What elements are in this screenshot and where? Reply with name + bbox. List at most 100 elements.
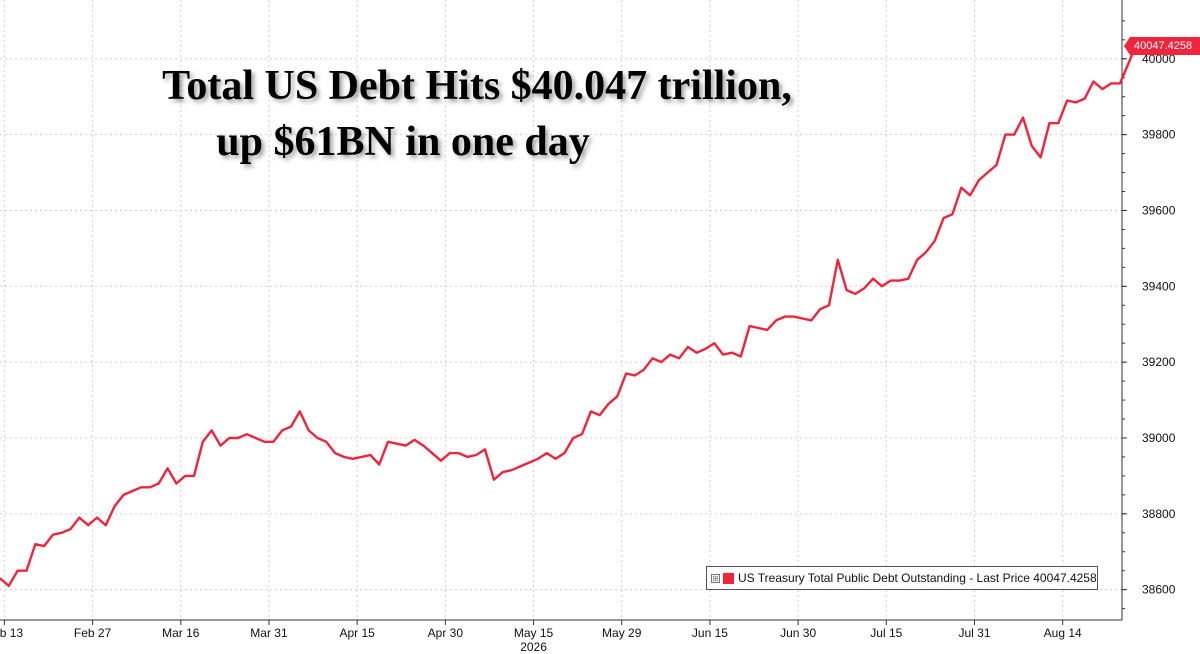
data-point	[660, 361, 663, 363]
data-point	[87, 524, 89, 526]
data-point	[907, 278, 909, 280]
data-point	[334, 452, 336, 454]
data-point	[158, 482, 160, 485]
data-point	[184, 475, 186, 477]
data-point	[572, 437, 574, 439]
data-point	[916, 259, 918, 261]
data-point	[854, 293, 857, 295]
y-tick-label: 38800	[1142, 507, 1176, 521]
data-point	[872, 278, 874, 280]
data-point	[625, 372, 627, 375]
data-point	[114, 505, 116, 507]
x-tick-label: May 29	[602, 626, 642, 640]
data-point	[422, 445, 424, 447]
data-point	[52, 534, 54, 536]
data-point	[308, 429, 310, 431]
data-point	[555, 458, 557, 460]
data-point	[881, 285, 883, 287]
data-point	[290, 426, 292, 428]
data-point	[458, 452, 460, 454]
data-point	[466, 456, 468, 458]
data-point	[846, 289, 848, 291]
data-point	[1128, 62, 1130, 64]
data-point	[299, 410, 301, 412]
data-point	[819, 308, 821, 310]
data-point	[228, 437, 230, 439]
data-point	[1075, 101, 1077, 103]
data-point	[405, 445, 407, 447]
data-point	[810, 319, 812, 321]
data-point	[246, 433, 248, 435]
data-point	[828, 304, 830, 306]
data-point	[510, 469, 513, 471]
data-point	[678, 357, 680, 359]
x-tick-label: Aug 14	[1044, 626, 1082, 640]
x-tick-label: Mar 16	[162, 626, 200, 640]
x-tick-label: Jul 15	[870, 626, 902, 640]
data-point	[740, 355, 742, 358]
data-point	[484, 448, 486, 450]
data-point	[890, 280, 892, 282]
data-point	[0, 577, 1, 579]
data-point	[528, 462, 530, 464]
data-point	[607, 403, 610, 405]
data-point	[369, 454, 371, 456]
data-point	[1031, 145, 1033, 147]
legend-label: US Treasury Total Public Debt Outstandin…	[738, 571, 1097, 585]
data-point	[255, 437, 257, 439]
chart-title-line-1: Total US Debt Hits $40.047 trillion,	[162, 63, 792, 109]
data-point	[722, 354, 724, 356]
data-point	[43, 545, 45, 547]
legend-swatch	[723, 572, 734, 584]
x-tick-label: Feb 13	[0, 626, 23, 640]
data-point	[652, 357, 654, 359]
data-point	[863, 287, 865, 289]
x-tick-label: Apr 30	[428, 626, 464, 640]
data-point	[537, 458, 539, 460]
data-point	[960, 187, 962, 189]
data-point	[793, 316, 795, 318]
x-tick-label: Jul 31	[958, 626, 990, 640]
data-point	[131, 490, 133, 492]
x-tick-label: Mar 31	[250, 626, 288, 640]
data-point	[17, 570, 19, 572]
data-point	[934, 240, 936, 242]
data-point	[757, 327, 760, 329]
data-point	[1092, 80, 1095, 83]
x-tick-label: Jun 30	[780, 626, 816, 640]
y-tick-label: 39000	[1142, 431, 1176, 445]
data-point	[581, 433, 583, 435]
data-point	[70, 528, 72, 530]
data-point	[1013, 134, 1015, 136]
data-point	[616, 395, 618, 397]
data-point	[784, 316, 786, 318]
chart-title-line-2: up $61BN in one day	[216, 119, 590, 165]
data-point	[281, 429, 283, 431]
data-point	[1040, 156, 1042, 158]
data-point	[898, 280, 901, 282]
data-point	[25, 570, 28, 572]
data-point	[987, 171, 989, 174]
data-point	[237, 437, 239, 439]
data-point	[361, 456, 363, 458]
x-tick-label: Jun 15	[692, 626, 728, 640]
x-tick-label: Apr 15	[339, 626, 375, 640]
data-point	[1022, 117, 1024, 119]
data-point	[713, 342, 715, 344]
data-point	[1066, 99, 1068, 102]
data-point	[1048, 122, 1050, 124]
series-line	[0, 40, 1139, 588]
data-point	[175, 482, 177, 485]
data-point	[1004, 134, 1007, 136]
data-point	[731, 352, 733, 354]
series-layer	[0, 40, 1139, 588]
data-point	[704, 348, 707, 350]
data-point	[34, 543, 36, 545]
data-point	[211, 429, 213, 431]
data-point	[493, 479, 495, 481]
data-point	[325, 441, 327, 443]
data-point	[801, 317, 804, 320]
y-tick-label: 39600	[1142, 203, 1176, 217]
legend-toggle-icon[interactable]: ⊞	[711, 573, 720, 583]
